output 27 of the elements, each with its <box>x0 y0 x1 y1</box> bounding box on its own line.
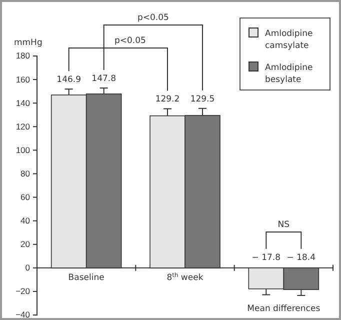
y-tick-label: 100 <box>16 144 30 155</box>
y-tick-label: 80 <box>20 168 30 178</box>
data-label: 146.9 <box>56 75 82 86</box>
legend-label: Amlodipine besylate <box>265 63 313 85</box>
y-tick-label: 40 <box>20 216 30 226</box>
data-label: 129.5 <box>190 94 215 104</box>
data-label: − 18.4 <box>286 252 316 263</box>
y-tick-label: −40 <box>16 310 30 320</box>
y-tick-label: 20 <box>20 239 30 250</box>
text: p<0.05 <box>137 13 169 23</box>
y-tick-label: 0 <box>25 262 30 273</box>
legend-label: Amlodipine camsylate <box>265 29 313 51</box>
annotation: NS <box>278 220 290 230</box>
y-tick-label: 140 <box>16 98 30 108</box>
data-label: − 17.8 <box>252 252 281 263</box>
y-tick-label: −20 <box>16 286 30 296</box>
data-label: 147.8 <box>92 74 116 84</box>
x-tick-label: Mean differences <box>247 304 321 314</box>
y-tick-label: 180 <box>16 50 30 61</box>
x-tick-label: Baseline <box>68 272 104 283</box>
y-tick-label: 120 <box>16 121 30 132</box>
y-tick-label: 160 <box>16 74 30 84</box>
text: p<0.05 <box>114 36 146 46</box>
data-label: 129.2 <box>155 94 180 105</box>
y-axis-title: mmHg <box>14 38 42 48</box>
y-tick-label: 60 <box>20 192 30 202</box>
x-tick-label: 8$^{th}$ week <box>166 271 204 283</box>
